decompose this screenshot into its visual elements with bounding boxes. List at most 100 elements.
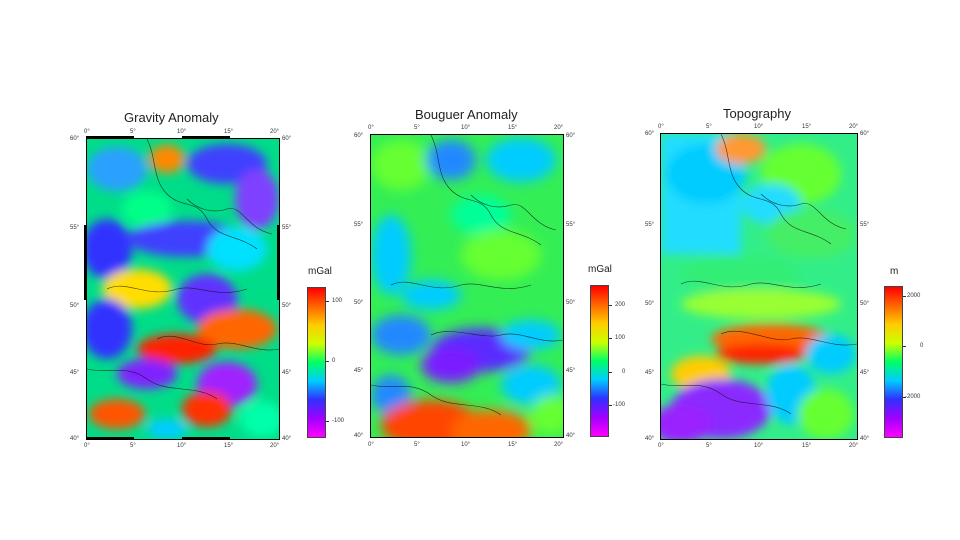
lon-tick: 0°	[658, 443, 664, 449]
frame-bar	[182, 136, 230, 139]
lon-tick: 5°	[130, 129, 136, 135]
colorbar-tick-mark	[326, 421, 329, 422]
lon-tick: 0°	[368, 125, 374, 131]
lat-tick: 50°	[70, 303, 80, 309]
lon-tick: 20°	[270, 443, 280, 449]
lon-tick: 0°	[84, 443, 90, 449]
frame-bar	[86, 136, 134, 139]
lat-tick: 45°	[645, 370, 655, 376]
bouguer-anomaly-map	[370, 134, 564, 438]
lon-tick: 5°	[414, 125, 420, 131]
lat-tick: 60°	[645, 131, 655, 137]
frame-bar	[84, 225, 87, 300]
panel-title: Gravity Anomaly	[124, 110, 219, 125]
frame-bar	[277, 225, 280, 300]
lat-tick: 50°	[860, 301, 870, 307]
lat-tick: 55°	[860, 222, 870, 228]
lat-tick: 55°	[645, 222, 655, 228]
lon-tick: 0°	[658, 124, 664, 130]
lat-tick: 50°	[354, 300, 364, 306]
colorbar-tick: 0	[622, 369, 626, 375]
panel-title: Topography	[723, 106, 791, 121]
lon-tick: 10°	[754, 124, 764, 130]
lon-tick: 20°	[554, 125, 564, 131]
lon-tick: 10°	[754, 443, 764, 449]
lat-tick: 50°	[566, 300, 576, 306]
lat-tick: 60°	[282, 136, 292, 142]
lon-tick: 20°	[849, 124, 859, 130]
lon-tick: 5°	[130, 443, 136, 449]
lon-tick: 10°	[461, 442, 471, 448]
lat-tick: 50°	[645, 301, 655, 307]
lat-tick: 60°	[566, 133, 576, 139]
colorbar-unit: mGal	[588, 264, 612, 275]
colorbar-tick: 2000	[907, 293, 921, 299]
lon-tick: 0°	[84, 129, 90, 135]
topography-colorbar	[884, 286, 903, 438]
colorbar-tick-mark	[609, 405, 612, 406]
lat-tick: 55°	[282, 225, 292, 231]
colorbar-tick: -2000	[905, 394, 921, 400]
lat-tick: 60°	[860, 131, 870, 137]
lat-tick: 40°	[860, 436, 870, 442]
lon-tick: 20°	[849, 443, 859, 449]
lon-tick: 15°	[224, 443, 234, 449]
lon-tick: 15°	[224, 129, 234, 135]
bouguer-colorbar	[590, 285, 609, 437]
colorbar-tick-mark	[326, 361, 329, 362]
lon-tick: 5°	[706, 443, 712, 449]
colorbar-tick-mark	[609, 338, 612, 339]
lat-tick: 50°	[282, 303, 292, 309]
colorbar-tick-mark	[326, 301, 329, 302]
lat-tick: 55°	[70, 225, 80, 231]
gravity-anomaly-map	[86, 138, 280, 440]
colorbar-tick-mark	[609, 372, 612, 373]
colorbar-tick: -100	[332, 418, 345, 424]
colorbar-unit: mGal	[308, 266, 332, 277]
lat-tick: 60°	[354, 133, 364, 139]
colorbar-tick: 0	[920, 343, 924, 349]
panel-title: Bouguer Anomaly	[415, 107, 518, 122]
colorbar-tick-mark	[903, 296, 906, 297]
colorbar-tick-mark	[609, 305, 612, 306]
colorbar-tick: 200	[615, 302, 626, 308]
topography-field	[661, 134, 857, 439]
lat-tick: 45°	[354, 368, 364, 374]
lon-tick: 10°	[177, 129, 187, 135]
colorbar-tick: 0	[332, 358, 336, 364]
gravity-colorbar	[307, 287, 326, 438]
lon-tick: 15°	[802, 124, 812, 130]
lon-tick: 20°	[270, 129, 280, 135]
colorbar-tick: 100	[332, 298, 343, 304]
lat-tick: 40°	[70, 436, 80, 442]
lat-tick: 45°	[860, 370, 870, 376]
colorbar-unit: m	[890, 266, 899, 277]
lat-tick: 40°	[645, 436, 655, 442]
lon-tick: 5°	[414, 442, 420, 448]
lon-tick: 0°	[368, 442, 374, 448]
lon-tick: 20°	[554, 442, 564, 448]
lat-tick: 45°	[70, 370, 80, 376]
lat-tick: 45°	[282, 370, 292, 376]
lat-tick: 45°	[566, 368, 576, 374]
gravity-anomaly-field	[87, 139, 279, 439]
lon-tick: 5°	[706, 124, 712, 130]
colorbar-tick: -100	[613, 402, 626, 408]
colorbar-tick: 100	[615, 335, 626, 341]
lat-tick: 60°	[70, 136, 80, 142]
colorbar-tick-mark	[903, 397, 906, 398]
colorbar-tick-mark	[903, 346, 906, 347]
lon-tick: 15°	[802, 443, 812, 449]
lat-tick: 40°	[354, 433, 364, 439]
lon-tick: 15°	[508, 442, 518, 448]
bouguer-anomaly-field	[371, 135, 563, 437]
lat-tick: 55°	[354, 222, 364, 228]
frame-bar	[86, 437, 134, 440]
topography-map	[660, 133, 858, 440]
lat-tick: 40°	[282, 436, 292, 442]
lat-tick: 55°	[566, 222, 576, 228]
lon-tick: 10°	[177, 443, 187, 449]
frame-bar	[182, 437, 230, 440]
lat-tick: 40°	[566, 433, 576, 439]
lon-tick: 10°	[461, 125, 471, 131]
